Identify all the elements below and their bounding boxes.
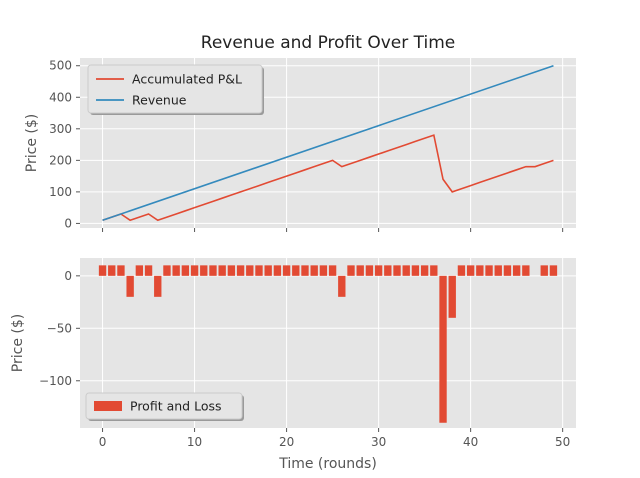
bar [236, 265, 245, 276]
bar [310, 265, 318, 276]
bottom-y-axis-label: Price ($) [10, 314, 26, 372]
bar [393, 265, 401, 276]
bar [108, 265, 116, 276]
bar [264, 265, 272, 276]
y-tick-label: −100 [39, 374, 72, 388]
bar [411, 265, 420, 276]
bar [384, 265, 392, 276]
series-line-revenue [102, 64, 554, 222]
bar [402, 265, 410, 276]
bar [301, 265, 309, 276]
top-axes-grid [80, 58, 576, 228]
bar [485, 265, 493, 276]
legend-label: Accumulated P&L [132, 72, 242, 87]
bar [549, 265, 558, 276]
y-tick-label: 400 [49, 90, 72, 104]
bar [292, 265, 300, 276]
bar [144, 265, 153, 276]
bottom-axes-marks [98, 265, 558, 423]
y-tick-label: 0 [64, 269, 72, 283]
bar [356, 265, 364, 276]
bar [163, 265, 171, 276]
bottom-axes: 0 10 20 30 40 50 0 −50 −100 Price ($) Time (roun… [10, 258, 576, 472]
bar [126, 275, 134, 297]
bar [448, 275, 456, 318]
bar [328, 265, 337, 276]
bar [439, 275, 447, 423]
y-tick-label: 200 [49, 153, 72, 167]
bar [374, 265, 383, 276]
x-tick-label: 40 [463, 435, 478, 449]
bar [117, 265, 125, 276]
bar [135, 265, 144, 276]
bottom-axes-ticks: 0 10 20 30 40 50 0 −50 −100 [39, 269, 570, 449]
bottom-legend: Profit and Loss [85, 392, 244, 421]
y-tick-label: −50 [47, 321, 72, 335]
bar [347, 265, 355, 276]
top-y-axis-label: Price ($) [24, 114, 40, 172]
y-tick-label: 500 [49, 59, 72, 73]
x-axis-label: Time (rounds) [278, 456, 377, 472]
y-tick-label: 300 [49, 122, 72, 136]
x-tick-label: 10 [187, 435, 202, 449]
y-tick-label: 100 [49, 185, 72, 199]
bar [282, 265, 291, 276]
bar [209, 265, 217, 276]
legend-swatch [94, 401, 122, 411]
bar [522, 265, 530, 276]
x-tick-label: 0 [99, 435, 107, 449]
top-axes: 0 100 200 300 400 500 Revenue and Profit Over… [24, 33, 576, 232]
legend-frame [85, 392, 243, 420]
bar [98, 265, 107, 276]
series-line-accumulated-pnl [102, 134, 554, 222]
bar [246, 265, 254, 276]
bar [430, 265, 438, 276]
bar [154, 275, 162, 297]
bar [255, 265, 263, 276]
x-tick-label: 20 [279, 435, 294, 449]
bar [181, 265, 190, 276]
bar [512, 265, 521, 276]
bar [200, 265, 208, 276]
y-tick-label: 0 [64, 216, 72, 230]
bar [338, 275, 346, 297]
bar [503, 265, 512, 276]
bar [476, 265, 484, 276]
x-tick-label: 30 [371, 435, 386, 449]
bar [365, 265, 374, 276]
x-tick-label: 50 [555, 435, 570, 449]
bar [218, 265, 226, 276]
legend-label: Profit and Loss [130, 399, 222, 414]
bar [319, 265, 328, 276]
top-axes-marks [102, 64, 554, 222]
top-legend: Accumulated P&L Revenue [87, 64, 264, 115]
bar [190, 265, 199, 276]
legend-frame [87, 64, 263, 114]
bar [494, 265, 502, 276]
bar [172, 265, 180, 276]
bar [540, 265, 548, 276]
bar [420, 265, 429, 276]
legend-label: Revenue [132, 93, 187, 108]
bar [273, 265, 282, 276]
top-axes-ticks: 0 100 200 300 400 500 [49, 59, 564, 232]
bar [466, 265, 475, 276]
bar [457, 265, 466, 276]
bar [227, 265, 236, 276]
chart-title: Revenue and Profit Over Time [201, 33, 455, 53]
